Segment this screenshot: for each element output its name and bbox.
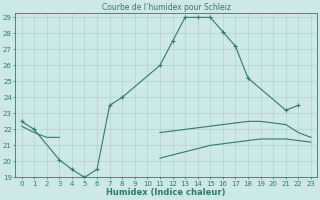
Title: Courbe de l’humidex pour Schleiz: Courbe de l’humidex pour Schleiz: [102, 3, 231, 12]
X-axis label: Humidex (Indice chaleur): Humidex (Indice chaleur): [107, 188, 226, 197]
